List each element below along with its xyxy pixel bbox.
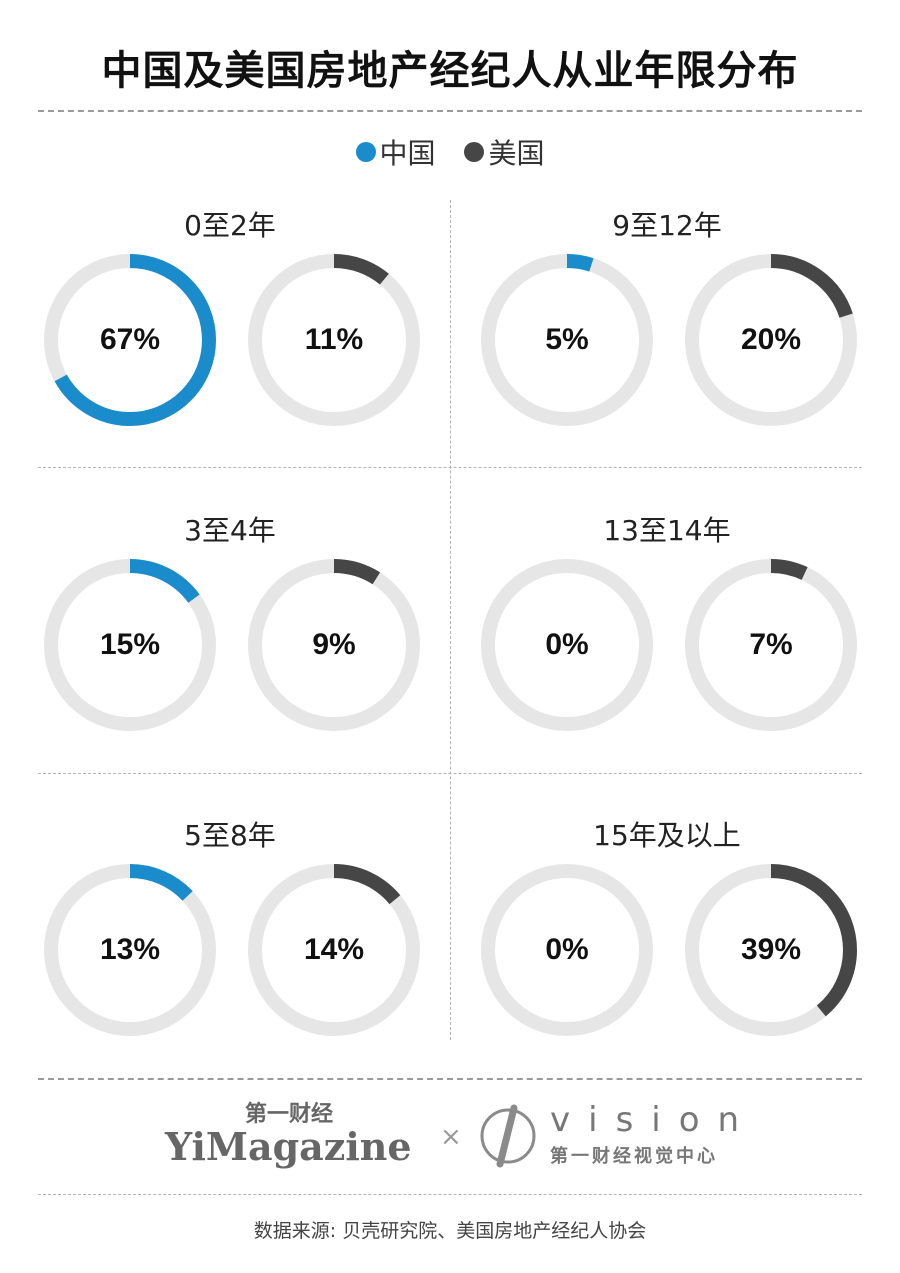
donut-usa: 7% (681, 555, 861, 735)
donut-arc-china (44, 864, 216, 1036)
vision-cn: 第一财经视觉中心 (550, 1146, 718, 1167)
row-divider-1 (38, 467, 862, 468)
donut-arc-china (481, 254, 653, 426)
vision-wordmark: vision (550, 1100, 758, 1140)
legend-swatch-china (355, 142, 376, 162)
donut-value-label: 9% (312, 628, 356, 661)
cross-separator: × (440, 1122, 462, 1152)
donut-china: 5% (477, 250, 657, 430)
chart-title: 中国及美国房地产经纪人从业年限分布 (101, 48, 799, 94)
donut-svg (44, 864, 216, 1036)
legend: 中国 美国 (0, 132, 900, 172)
donut-usa: 20% (681, 250, 861, 430)
panel-9-12-years: 9至12年 5% 20% (461, 204, 873, 504)
donut-track (481, 864, 653, 1036)
donut-svg (248, 254, 420, 426)
vision-logo-icon (478, 1100, 538, 1170)
panel-13-14-years: 13至14年 0% 7% (461, 509, 873, 809)
panel-label: 13至14年 (603, 514, 731, 547)
donut-svg (685, 254, 857, 426)
donut-svg (248, 559, 420, 731)
donut-china: 15% (40, 555, 220, 735)
panel-label: 15年及以上 (593, 819, 741, 852)
legend-item-usa: 美国 (464, 132, 544, 172)
donut-usa: 11% (244, 250, 424, 430)
donut-china: 0% (477, 555, 657, 735)
footer-divider-bottom (38, 1194, 862, 1195)
donut-china: 67% (40, 250, 220, 430)
donut-value-label: 13% (99, 933, 161, 966)
footer-divider-top (38, 1078, 862, 1080)
donut-value-label: 0% (545, 628, 589, 661)
panel-label: 9至12年 (612, 209, 722, 242)
donut-arc-usa (248, 559, 420, 731)
column-divider (450, 200, 451, 1040)
panel-15-plus-years: 15年及以上 0% 39% (461, 814, 873, 1114)
donut-value-label: 14% (303, 933, 365, 966)
yimagazine-cn: 第一财经 (245, 1102, 334, 1127)
donut-arc-usa (685, 559, 857, 731)
donut-arc-usa (685, 254, 857, 426)
legend-label-china: 中国 (379, 137, 436, 170)
donut-value-label: 67% (99, 323, 161, 356)
donut-svg (248, 864, 420, 1036)
donut-svg (481, 254, 653, 426)
donut-arc-usa (685, 864, 857, 1036)
donut-svg (481, 864, 653, 1036)
legend-swatch-usa (464, 142, 485, 162)
donut-svg (685, 559, 857, 731)
donut-usa: 39% (681, 860, 861, 1040)
legend-item-china: 中国 (355, 132, 436, 172)
row-divider-2 (38, 773, 862, 774)
source-note: 数据来源: 贝壳研究院、美国房地产经纪人协会 (253, 1220, 647, 1242)
donut-arc-usa (248, 864, 420, 1036)
panel-3-4-years: 3至4年 15% 9% (24, 509, 436, 809)
donut-svg (685, 864, 857, 1036)
panel-5-8-years: 5至8年 13% 14% (24, 814, 436, 1114)
legend-label-usa: 美国 (488, 137, 545, 170)
donut-arc-china (44, 254, 216, 426)
donut-svg (44, 254, 216, 426)
donut-value-label: 39% (740, 933, 802, 966)
donut-china: 0% (477, 860, 657, 1040)
donut-value-label: 15% (99, 628, 161, 661)
donut-usa: 9% (244, 555, 424, 735)
donut-china: 13% (40, 860, 220, 1040)
donut-value-label: 0% (545, 933, 589, 966)
donut-track (481, 559, 653, 731)
donut-value-label: 5% (545, 323, 589, 356)
donut-value-label: 11% (304, 323, 364, 356)
panel-label: 5至8年 (184, 819, 276, 852)
donut-arc-usa (248, 254, 420, 426)
panel-label: 0至2年 (184, 209, 276, 242)
donut-value-label: 7% (749, 628, 793, 661)
donut-arc-china (44, 559, 216, 731)
donut-svg (44, 559, 216, 731)
panel-label: 3至4年 (184, 514, 276, 547)
yimagazine-en: YiMagazine (165, 1124, 412, 1169)
title-divider (38, 110, 862, 112)
yimagazine-logo: 第一财经 YiMagazine (165, 1096, 445, 1176)
donut-value-label: 20% (740, 323, 802, 356)
donut-svg (481, 559, 653, 731)
panel-0-2-years: 0至2年 67% 11% (24, 204, 436, 504)
donut-usa: 14% (244, 860, 424, 1040)
